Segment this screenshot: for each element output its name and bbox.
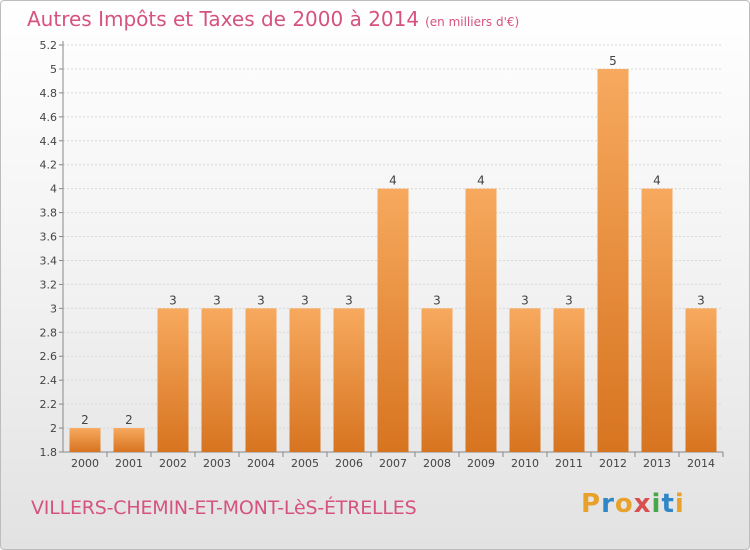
x-tick-label: 2001: [115, 457, 143, 470]
y-tick-label: 3.2: [40, 278, 58, 291]
y-tick-label: 3.8: [40, 207, 58, 220]
x-tick-label: 2002: [159, 457, 187, 470]
bar-2003: [201, 308, 233, 452]
y-tick-label: 4.2: [40, 159, 58, 172]
bar-2011: [553, 308, 585, 452]
bar-2014: [685, 308, 717, 452]
data-label-2003: 3: [213, 293, 221, 307]
bar-2005: [289, 308, 321, 452]
chart-title: Autres Impôts et Taxes de 2000 à 2014 (en…: [27, 7, 519, 31]
y-tick-label: 2.4: [40, 374, 58, 387]
bar-2000: [69, 428, 101, 452]
data-label-2007: 4: [389, 174, 397, 188]
bar-2008: [421, 308, 453, 452]
y-tick-label: 2.2: [40, 398, 58, 411]
y-tick-label: 3.6: [40, 231, 58, 244]
x-tick-label: 2007: [379, 457, 407, 470]
y-tick-label: 3: [50, 302, 57, 315]
bar-2004: [245, 308, 277, 452]
proxiti-logo[interactable]: Proxiti: [581, 489, 685, 519]
x-tick-label: 2000: [71, 457, 99, 470]
y-tick-label: 2.8: [40, 326, 58, 339]
bar-2009: [465, 188, 497, 452]
data-label-2010: 3: [521, 293, 529, 307]
y-tick-label: 2.6: [40, 350, 58, 363]
bars: [69, 68, 717, 453]
logo-letter: i: [674, 489, 685, 519]
bar-2007: [377, 188, 409, 452]
bar-2010: [509, 308, 541, 452]
data-labels: 2 2 3 3 3 3 3 4 3 4 3 3 5 4 3: [81, 54, 705, 427]
chart-subtitle: (en milliers d'€): [425, 15, 520, 29]
y-tick-label: 1.8: [40, 446, 58, 459]
x-tick-label: 2003: [203, 457, 231, 470]
x-tick-label: 2005: [291, 457, 319, 470]
data-label-2001: 2: [125, 413, 133, 427]
logo-letter: P: [581, 489, 602, 519]
x-tick-label: 2010: [511, 457, 539, 470]
data-label-2000: 2: [81, 413, 89, 427]
data-label-2013: 4: [653, 174, 661, 188]
x-tick-label: 2009: [467, 457, 495, 470]
y-tick-label: 4.6: [40, 111, 58, 124]
y-tick-label: 4.4: [40, 135, 58, 148]
data-label-2011: 3: [565, 293, 573, 307]
data-label-2002: 3: [169, 293, 177, 307]
data-label-2005: 3: [301, 293, 309, 307]
bar-2013: [641, 188, 673, 452]
x-tick-label: 2004: [247, 457, 275, 470]
y-tick-label: 5.2: [40, 39, 58, 52]
city-name: VILLERS-CHEMIN-ET-MONT-LèS-ÉTRELLES: [31, 497, 417, 519]
x-tick-label: 2006: [335, 457, 363, 470]
x-tick-label: 2011: [555, 457, 583, 470]
tick-labels: 1.8 2 2.2 2.4 2.6 2.8 3 3.2 3.4 3.6 3.8 4 4.2 4.4 4.6 4…: [40, 39, 716, 470]
chart-title-text: Autres Impôts et Taxes de 2000 à 2014: [27, 7, 420, 31]
bar-2006: [333, 308, 365, 452]
data-label-2008: 3: [433, 293, 441, 307]
y-tick-label: 5: [50, 63, 57, 76]
y-tick-label: 4: [50, 183, 57, 196]
y-tick-label: 2: [50, 422, 57, 435]
y-tick-label: 3.4: [40, 254, 58, 267]
x-tick-label: 2013: [643, 457, 671, 470]
y-tick-label: 4.8: [40, 87, 58, 100]
logo-letter: i: [651, 489, 662, 519]
data-label-2004: 3: [257, 293, 265, 307]
data-label-2006: 3: [345, 293, 353, 307]
x-tick-label: 2008: [423, 457, 451, 470]
x-tick-label: 2014: [687, 457, 715, 470]
logo-letter: r: [601, 489, 615, 519]
bar-2012: [597, 68, 629, 453]
data-label-2014: 3: [697, 293, 705, 307]
logo-letter: o: [614, 489, 634, 519]
bar-2002: [157, 308, 189, 452]
logo-letter: t: [661, 489, 675, 519]
bar-2001: [113, 428, 145, 452]
data-label-2009: 4: [477, 174, 485, 188]
data-label-2012: 5: [609, 54, 617, 68]
logo-letter: x: [633, 489, 652, 519]
x-tick-label: 2012: [599, 457, 627, 470]
